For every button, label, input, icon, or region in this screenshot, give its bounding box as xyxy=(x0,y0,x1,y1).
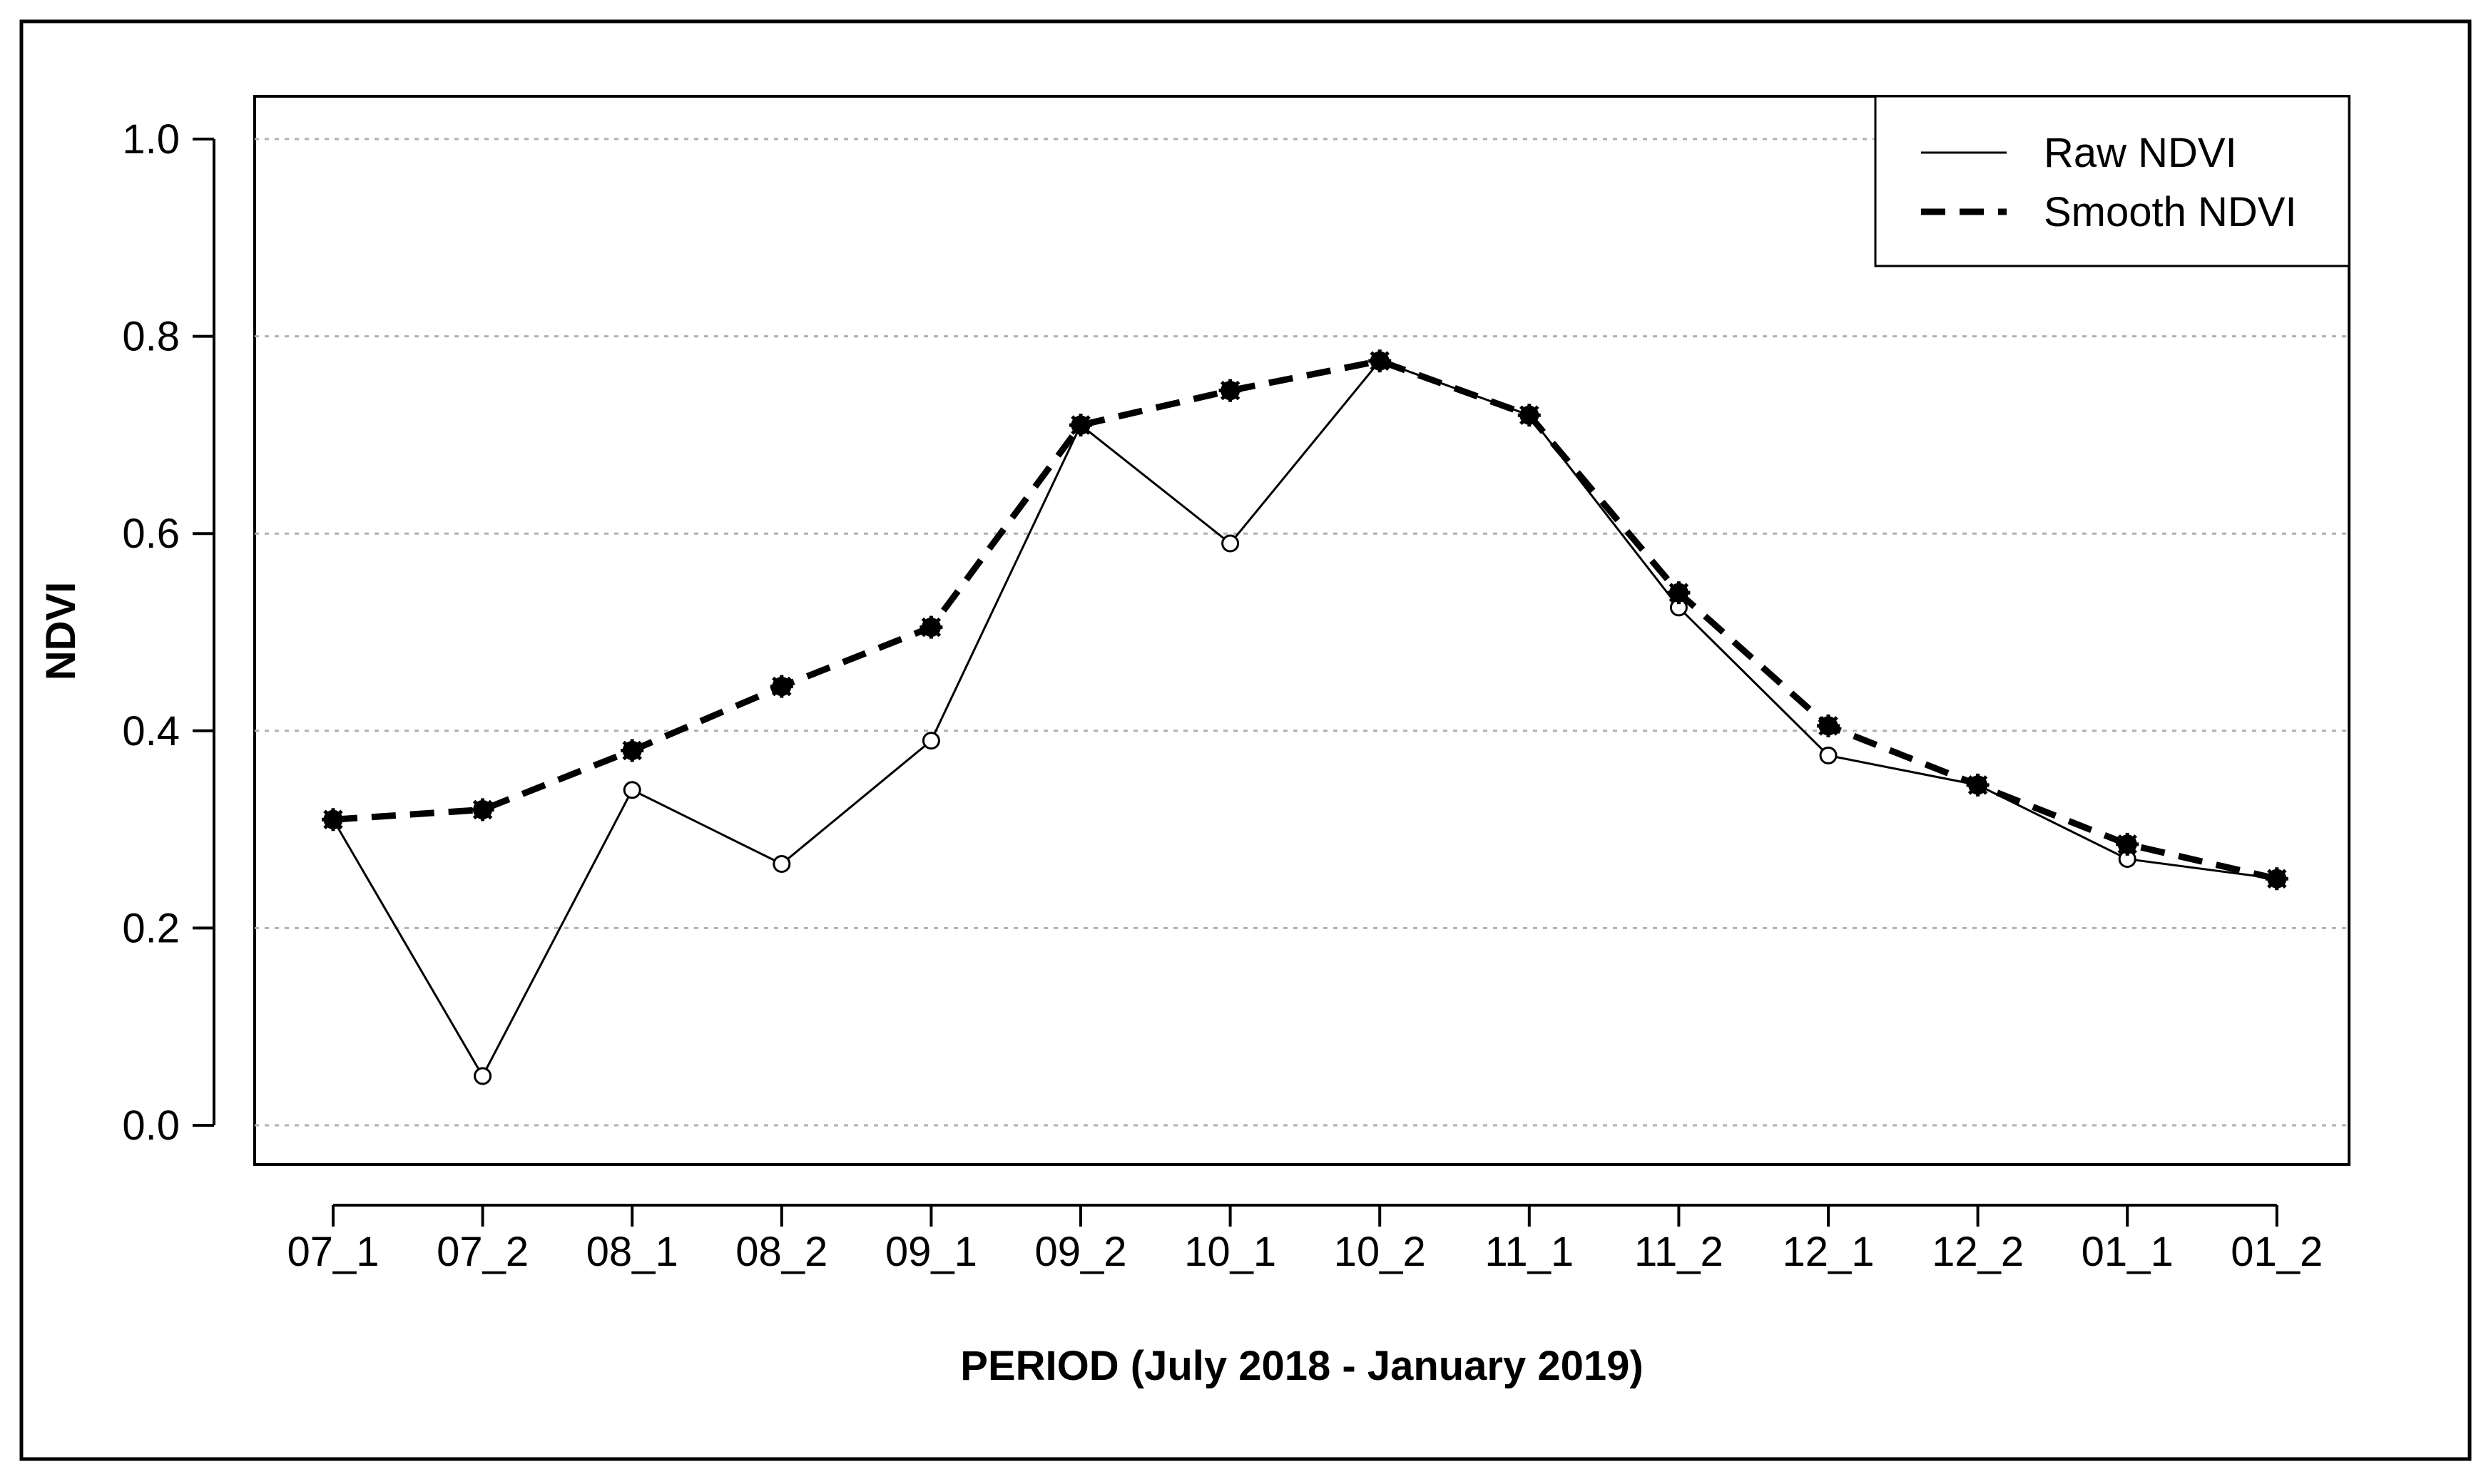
legend-box xyxy=(1874,95,2350,267)
raw-ndvi-point xyxy=(1221,534,1240,553)
x-tick-label: 09_2 xyxy=(1034,1229,1126,1275)
smooth-ndvi-point xyxy=(2116,832,2139,856)
smooth-ndvi-point xyxy=(471,798,494,822)
x-tick-label: 11_2 xyxy=(1634,1229,1723,1275)
smooth-ndvi-point xyxy=(2265,867,2288,891)
x-tick-label: 10_2 xyxy=(1334,1229,1426,1275)
series-lines xyxy=(322,349,2288,1085)
smooth-ndvi-point xyxy=(770,675,793,698)
x-tick-label: 11_1 xyxy=(1484,1229,1574,1275)
smooth-ndvi-point xyxy=(920,615,943,639)
x-tick-label: 01_1 xyxy=(2082,1229,2174,1275)
raw-ndvi-point xyxy=(1819,746,1838,764)
y-tick-label: 0.6 xyxy=(122,511,180,557)
legend-raw-label: Raw NDVI xyxy=(2044,130,2237,176)
x-tick-label: 07_1 xyxy=(287,1229,379,1275)
y-tick-label: 1.0 xyxy=(122,116,180,163)
smooth-ndvi-point xyxy=(1218,379,1242,402)
smooth-ndvi-point xyxy=(1069,414,1092,437)
x-tick-label: 08_1 xyxy=(586,1229,678,1275)
smooth-ndvi-point xyxy=(1667,581,1691,605)
raw-ndvi-point xyxy=(773,855,791,874)
y-tick-label: 0.8 xyxy=(122,314,180,360)
plot-area xyxy=(253,95,2350,1166)
smooth-ndvi-point xyxy=(1517,404,1541,427)
x-tick-label: 10_1 xyxy=(1184,1229,1276,1275)
x-axis-title: PERIOD (July 2018 - January 2019) xyxy=(960,1343,1643,1389)
legend-smooth-label: Smooth NDVI xyxy=(2044,189,2297,235)
raw-ndvi-point xyxy=(474,1067,492,1085)
raw-ndvi-line xyxy=(332,359,2277,1078)
smooth-ndvi-point xyxy=(322,808,345,831)
y-tick-label: 0.2 xyxy=(122,905,180,951)
x-tick-label: 12_1 xyxy=(1782,1229,1874,1275)
x-tick-label: 09_1 xyxy=(885,1229,977,1275)
raw-ndvi-point xyxy=(922,732,940,750)
y-axis-title: NDVI xyxy=(38,582,84,681)
x-tick-label: 12_2 xyxy=(1932,1229,2024,1275)
x-tick-label: 08_2 xyxy=(735,1229,827,1275)
smooth-ndvi-point xyxy=(1817,714,1840,737)
x-tick-label: 01_2 xyxy=(2231,1229,2323,1275)
smooth-ndvi-point xyxy=(1966,773,1990,797)
smooth-ndvi-point xyxy=(621,739,644,762)
legend: Raw NDVI Smooth NDVI xyxy=(1874,95,2350,267)
smooth-ndvi-point xyxy=(1368,349,1392,373)
y-tick-label: 0.4 xyxy=(122,708,180,754)
y-tick-label: 0.0 xyxy=(122,1102,180,1149)
y-axis: 0.0 0.2 0.4 0.6 0.8 1.0 xyxy=(122,116,215,1149)
x-axis: 07_1 07_2 08_1 08_2 09_1 09_2 10_1 10_2 11_1 11_2… xyxy=(287,1204,2323,1275)
raw-ndvi-point xyxy=(623,781,641,799)
x-tick-label: 07_2 xyxy=(437,1229,529,1275)
